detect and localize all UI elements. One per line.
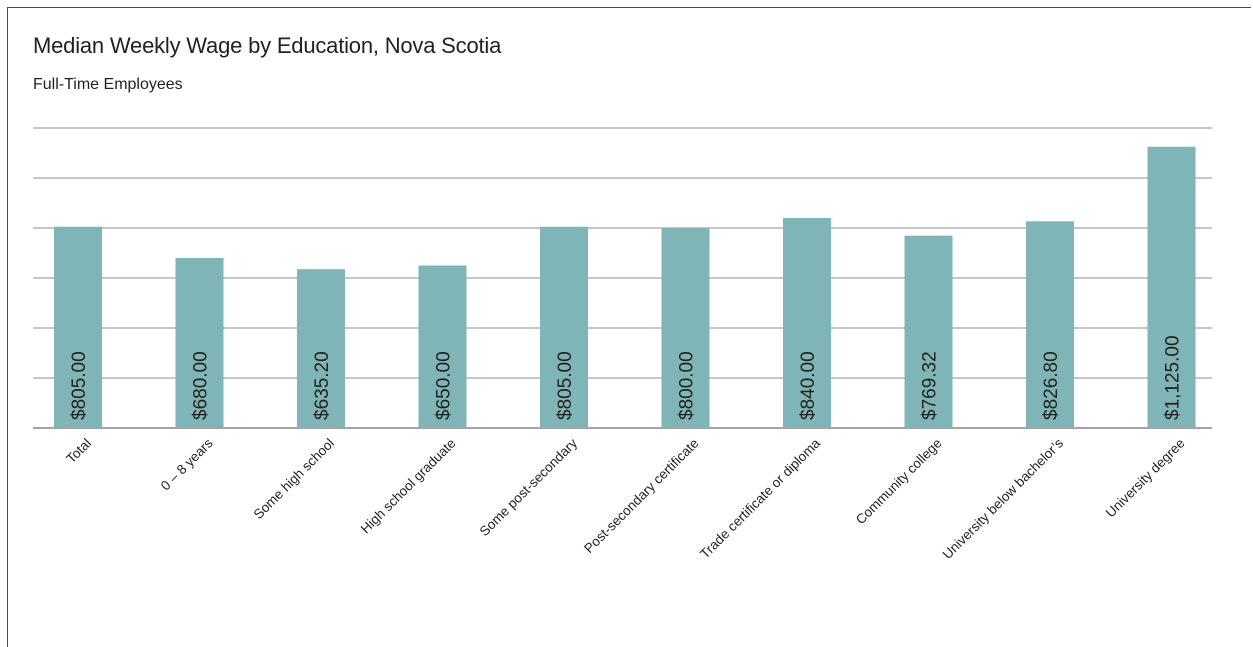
bar xyxy=(1147,146,1196,428)
value-labels: $805.00 $680.00 $635.20 $650.00 $805.00 $800.… xyxy=(69,335,1184,420)
chart-frame xyxy=(7,7,1251,647)
category-label: Post-secondary certificate xyxy=(581,436,701,556)
bar-value-label: $840.00 xyxy=(798,351,819,420)
bar-value-label: $1,125.00 xyxy=(1163,335,1184,420)
bar xyxy=(297,269,345,428)
category-label: 0 – 8 years xyxy=(158,435,216,493)
bar-value-label: $805.00 xyxy=(555,351,576,420)
bar xyxy=(661,228,710,428)
bar xyxy=(175,258,224,428)
category-label: High school graduate xyxy=(358,436,459,537)
bar-value-label: $826.80 xyxy=(1041,351,1062,420)
bar xyxy=(418,265,467,428)
bars xyxy=(54,146,1196,428)
category-label: Some post-secondary xyxy=(477,435,581,539)
bar-value-label: $635.20 xyxy=(312,351,333,420)
chart-title: Median Weekly Wage by Education, Nova Sc… xyxy=(33,33,502,58)
gridlines xyxy=(33,127,1212,429)
bar xyxy=(1026,221,1074,428)
category-labels: Total 0 – 8 years Some high school High sch… xyxy=(63,435,1187,562)
chart-subtitle: Full-Time Employees xyxy=(33,76,183,93)
category-label: University degree xyxy=(1103,436,1188,521)
bar-value-label: $680.00 xyxy=(191,351,212,420)
category-label: Some high school xyxy=(251,436,337,522)
bar-value-label: $805.00 xyxy=(69,351,90,420)
bar-value-label: $650.00 xyxy=(434,351,455,420)
bar xyxy=(783,218,831,428)
bar xyxy=(540,226,588,428)
bar xyxy=(904,235,953,428)
category-label: Total xyxy=(63,436,94,467)
category-label: Trade certificate or diploma xyxy=(697,435,823,561)
bar-value-label: $800.00 xyxy=(677,351,698,420)
category-label: Community college xyxy=(853,436,945,528)
bar xyxy=(54,226,102,428)
category-label: University below bachelor’s xyxy=(940,435,1067,562)
bar-value-label: $769.32 xyxy=(920,351,941,420)
